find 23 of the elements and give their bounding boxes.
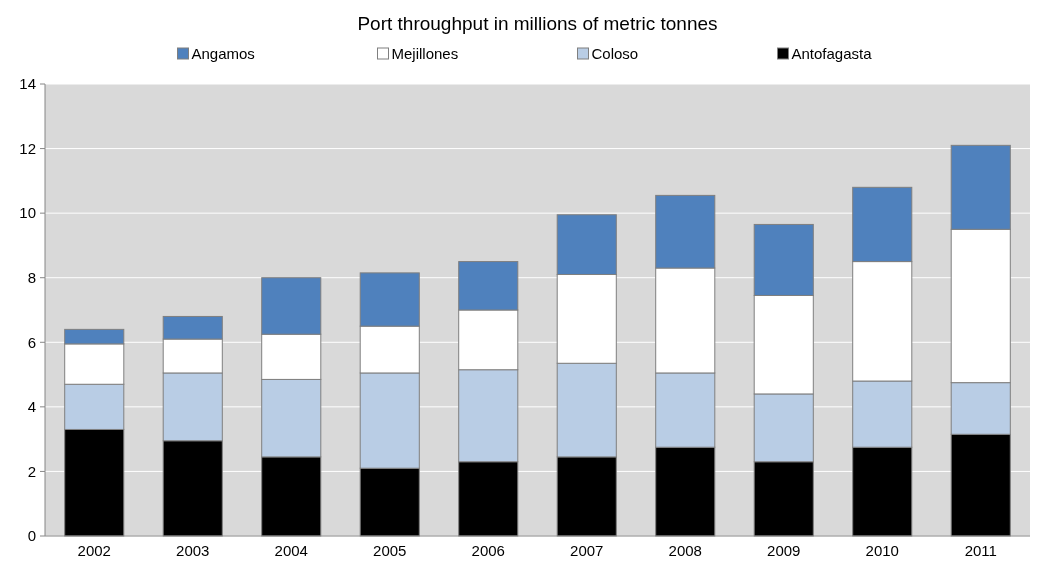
x-tick-label: 2008 xyxy=(668,542,702,559)
y-tick-label: 6 xyxy=(27,333,36,351)
chart-title: Port throughput in millions of metric tonnes xyxy=(357,13,718,34)
y-tick-label: 10 xyxy=(19,204,36,222)
legend-label: Angamos xyxy=(191,45,255,63)
x-tick-label: 2009 xyxy=(767,542,801,559)
x-tick-label: 2006 xyxy=(471,542,505,559)
y-tick-label: 0 xyxy=(27,527,36,545)
y-tick-label: 4 xyxy=(27,398,36,416)
x-tick-label: 2002 xyxy=(77,542,111,559)
y-tick-label: 8 xyxy=(27,268,36,286)
x-tick-label: 2003 xyxy=(176,542,210,559)
x-tick-label: 2011 xyxy=(964,542,997,559)
legend-label: Mejillones xyxy=(391,45,459,63)
x-tick-label: 2007 xyxy=(570,542,604,559)
y-tick-label: 2 xyxy=(27,462,36,480)
legend-label: Coloso xyxy=(591,45,639,63)
x-tick-label: 2004 xyxy=(274,542,308,559)
y-tick-label: 14 xyxy=(19,75,36,93)
y-tick-label: 12 xyxy=(19,139,36,157)
legend-label: Antofagasta xyxy=(791,45,873,63)
x-tick-label: 2005 xyxy=(373,542,407,559)
x-tick-label: 2010 xyxy=(865,542,899,559)
